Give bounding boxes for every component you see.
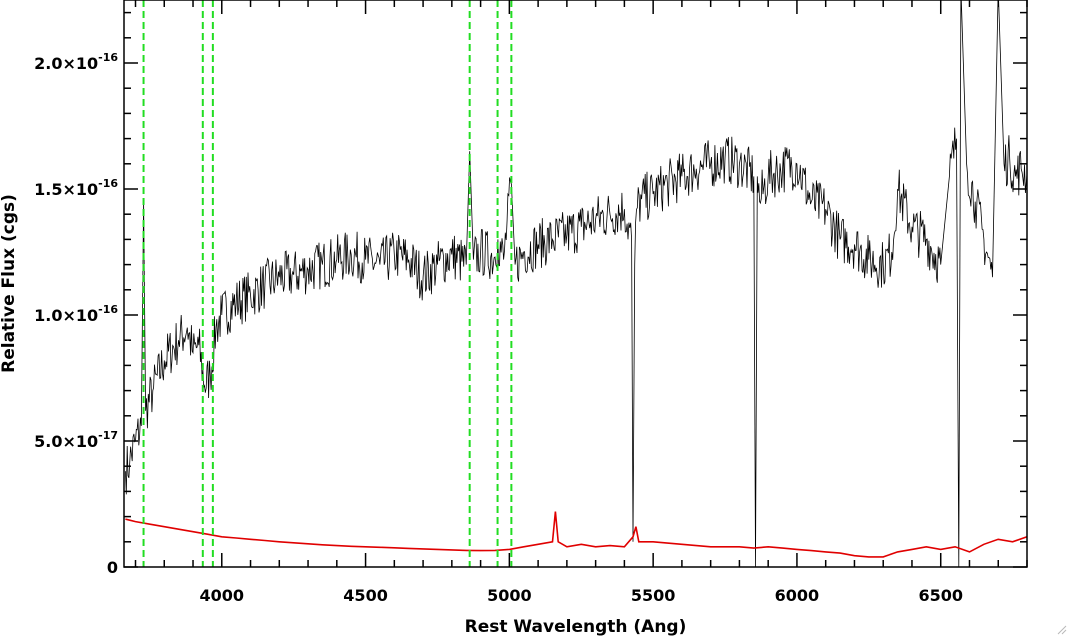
y-tick-exponent: -17	[98, 429, 118, 442]
y-axis-label: Relative Flux (cgs)	[0, 194, 19, 373]
y-tick-label: 1.5×10-16	[34, 177, 118, 199]
y-tick-label: 1.0×10-16	[34, 303, 118, 325]
y-tick-mantissa: 0	[107, 558, 118, 577]
y-tick-exponent: -16	[98, 51, 118, 64]
x-tick-label: 4000	[200, 586, 245, 605]
x-tick-label: 4500	[343, 586, 388, 605]
series-line-1	[125, 511, 1027, 558]
y-tick-mantissa: 1.0×10	[34, 306, 98, 325]
plot-frame	[123, 0, 1028, 568]
chart-marks	[125, 0, 1027, 567]
x-tick-label: 6500	[918, 586, 963, 605]
y-tick-exponent: -16	[98, 303, 118, 316]
y-tick-mantissa: 1.5×10	[34, 180, 98, 199]
chart-axes: 4000 4500 5000 5500 6000 6500 0 5.0×10-17 1.0×10…	[34, 0, 1028, 605]
x-tick-label: 5000	[487, 586, 532, 605]
x-tick-label: 5500	[631, 586, 676, 605]
x-tick-label: 6000	[775, 586, 820, 605]
y-tick-label: 5.0×10-17	[34, 429, 118, 451]
y-tick-label: 2.0×10-16	[34, 51, 118, 73]
series-line-0	[125, 0, 1027, 567]
x-axis-label: Rest Wavelength (Ang)	[465, 617, 687, 637]
y-tick-exponent: -16	[98, 177, 118, 190]
y-tick-mantissa: 5.0×10	[34, 432, 98, 451]
y-tick-mantissa: 2.0×10	[34, 54, 98, 73]
resize-grip-icon[interactable]	[1055, 623, 1067, 635]
y-tick-label: 0	[107, 558, 118, 577]
